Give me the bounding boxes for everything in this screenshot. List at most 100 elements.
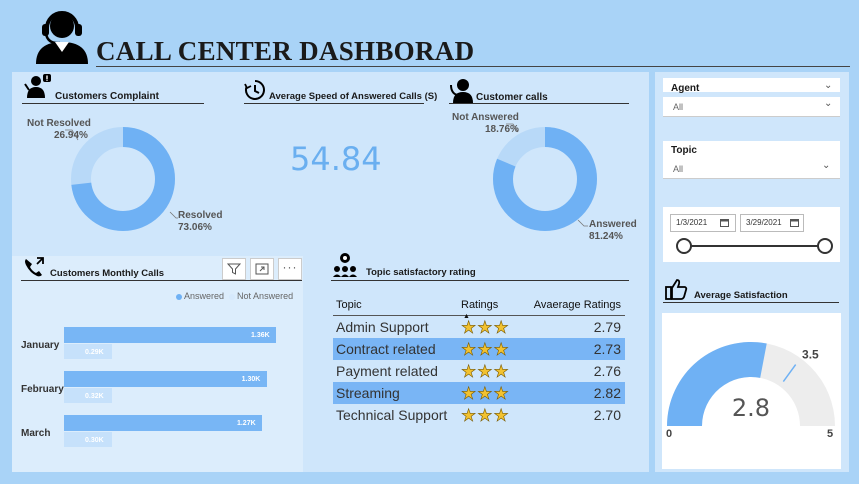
date-slider-track[interactable] — [684, 245, 824, 247]
calendar-icon[interactable] — [790, 218, 799, 227]
filter-button[interactable] — [222, 258, 246, 280]
ratings-cell: ★ ★ ★ — [461, 383, 533, 403]
column-header-avg[interactable]: Avaerage Ratings — [533, 298, 621, 311]
ratings-cell: ★ ★ ★ — [461, 339, 533, 359]
monthly-calls-underline — [21, 280, 302, 281]
answered-text: Answered — [589, 219, 637, 230]
bar-answered-value: 1.27K — [236, 420, 256, 427]
table-row[interactable]: Technical Support ★ ★ ★ 2.70 — [333, 404, 625, 426]
month-label: January — [21, 340, 60, 351]
month-label: March — [21, 428, 51, 439]
satisfaction-gauge[interactable]: 2.8 3.5 0 5 — [662, 313, 841, 469]
not-resolved-label: Not Resolved 26.94% — [27, 118, 91, 142]
thumbs-up-icon — [665, 279, 688, 300]
avg-satisfaction-underline — [663, 302, 839, 303]
bar-not-answered-value: 0.29K — [85, 349, 104, 356]
resolved-label: Resolved 73.06% — [178, 210, 222, 234]
table-row[interactable]: Payment related ★ ★ ★ 2.76 — [333, 360, 625, 382]
start-date-input[interactable]: 1/3/2021 — [670, 214, 736, 232]
legend-not-answered-swatch — [229, 293, 236, 300]
more-options-button[interactable]: ··· — [278, 258, 302, 280]
gauge-target-marker — [782, 364, 797, 382]
topic-selected-value: All — [673, 164, 684, 174]
complaint-underline — [22, 103, 204, 104]
legend-not-answered: Not Answered — [237, 291, 294, 301]
not-answered-text: Not Answered — [452, 112, 519, 123]
star-icon: ★ — [493, 317, 509, 337]
chevron-down-icon[interactable]: ⌄ — [822, 160, 831, 171]
more-icon: ··· — [282, 259, 298, 274]
star-icon: ★ — [461, 405, 477, 425]
star-icon: ★ — [477, 339, 493, 359]
bar-not-answered[interactable] — [64, 432, 112, 447]
ratings-header-text: Ratings — [461, 298, 499, 311]
date-slider-start-handle[interactable] — [676, 238, 692, 254]
ratings-cell: ★ ★ ★ — [461, 317, 533, 337]
legend-answered-swatch — [176, 293, 182, 300]
gauge-value-arc — [667, 342, 767, 426]
table-header: Topic Ratings ▲ Avaerage Ratings — [333, 294, 625, 320]
star-icon: ★ — [461, 361, 477, 381]
column-header-ratings[interactable]: Ratings ▲ — [461, 298, 533, 320]
rating-people-icon — [333, 253, 357, 277]
table-row[interactable]: Contract related ★ ★ ★ 2.73 — [333, 338, 625, 360]
date-range-slicer: 1/3/2021 3/29/2021 — [663, 207, 840, 262]
star-icon: ★ — [477, 361, 493, 381]
not-answered-pct: 18.76% — [485, 124, 519, 135]
end-date-input[interactable]: 3/29/2021 — [740, 214, 804, 232]
table-row[interactable]: Admin Support ★ ★ ★ 2.79 — [333, 316, 625, 338]
bar-not-answered[interactable] — [64, 388, 112, 403]
sort-up-icon: ▲ — [463, 312, 470, 320]
speed-title: Average Speed of Answered Calls (S) — [269, 91, 438, 102]
monthly-calls-panel — [12, 256, 303, 472]
not-resolved-text: Not Resolved — [27, 118, 91, 129]
not-answered-label: Not Answered 18.76% — [452, 112, 519, 136]
agent-slicer-label: Agent — [671, 83, 700, 94]
bar-not-answered[interactable] — [64, 344, 112, 359]
avg-rating-cell: 2.76 — [593, 363, 621, 379]
star-icon: ★ — [493, 405, 509, 425]
calendar-icon[interactable] — [720, 218, 729, 227]
star-icon: ★ — [461, 383, 477, 403]
topic-cell: Contract related — [336, 341, 436, 357]
start-date-value: 1/3/2021 — [676, 218, 708, 227]
column-header-topic[interactable]: Topic — [336, 298, 362, 311]
call-center-agent-icon — [36, 11, 88, 64]
bar-answered[interactable] — [64, 371, 267, 387]
star-icon: ★ — [461, 339, 477, 359]
avg-speed-value: 54.84 — [290, 140, 382, 178]
complaint-donut[interactable] — [68, 124, 178, 234]
filter-icon — [227, 263, 241, 275]
topic-rating-underline — [331, 280, 629, 281]
bar-not-answered-value: 0.32K — [85, 393, 104, 400]
bar-not-answered-value: 0.30K — [85, 437, 104, 444]
resolved-text: Resolved — [178, 210, 223, 221]
focus-mode-button[interactable] — [250, 258, 274, 280]
date-slider-end-handle[interactable] — [817, 238, 833, 254]
ratings-cell: ★ ★ ★ — [461, 361, 533, 381]
star-icon: ★ — [477, 383, 493, 403]
donut-segment-resolved[interactable] — [71, 127, 175, 231]
page-title: CALL CENTER DASHBORAD — [96, 36, 475, 66]
expand-icon — [255, 263, 269, 275]
agent-dropdown[interactable]: All — [663, 97, 840, 117]
topic-rating-title: Topic satisfactory rating — [366, 267, 476, 278]
end-date-value: 3/29/2021 — [746, 218, 782, 227]
chevron-down-icon[interactable]: ⌄ — [824, 80, 833, 91]
avg-satisfaction-title: Average Satisfaction — [694, 290, 788, 301]
answered-label: Answered 81.24% — [589, 219, 637, 243]
table-row[interactable]: Streaming ★ ★ ★ 2.82 — [333, 382, 625, 404]
avg-rating-cell: 2.73 — [593, 341, 621, 357]
bar-answered[interactable] — [64, 327, 276, 343]
donut-segment-answered[interactable] — [493, 127, 597, 231]
legend-answered: Answered — [184, 291, 225, 301]
chevron-down-icon[interactable]: ⌄ — [824, 98, 833, 109]
topic-cell: Technical Support — [336, 407, 448, 423]
clock-icon — [244, 80, 265, 100]
customer-calls-donut[interactable] — [490, 124, 600, 234]
customer-calls-title: Customer calls — [476, 92, 548, 103]
bar-answered[interactable] — [64, 415, 262, 431]
star-icon: ★ — [493, 339, 509, 359]
topic-dropdown[interactable]: All — [663, 159, 840, 179]
star-icon: ★ — [493, 361, 509, 381]
